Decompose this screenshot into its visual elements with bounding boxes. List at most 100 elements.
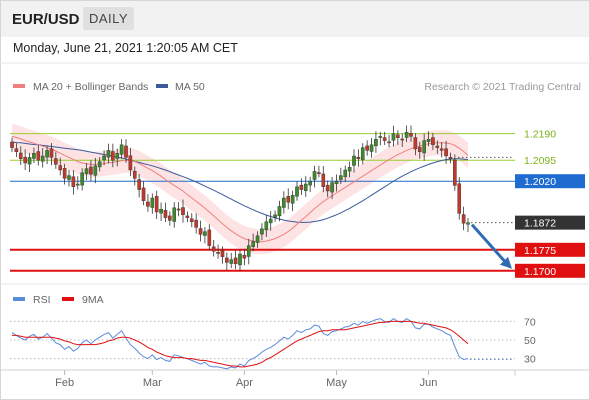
candle-body	[93, 165, 98, 176]
candle-body	[203, 231, 207, 236]
candle-body	[431, 137, 435, 146]
candlesticks	[10, 125, 470, 272]
candle-body	[334, 180, 339, 184]
bollinger-band-area	[12, 123, 468, 255]
candle-body	[216, 252, 220, 254]
candle-body	[400, 138, 405, 141]
candle-body	[119, 144, 124, 155]
candle-body	[268, 218, 273, 224]
candle-body	[365, 145, 369, 151]
candle-body	[356, 156, 361, 159]
candle-body	[264, 221, 269, 231]
candle-body	[321, 173, 326, 187]
candle-body	[453, 159, 457, 186]
candle-body	[251, 241, 255, 247]
candle-body	[325, 184, 330, 192]
candle-body	[277, 206, 282, 217]
candle-body	[198, 228, 203, 235]
top-bar: EUR/USD DAILY	[1, 1, 589, 37]
price-levels: 1.2190 1.2095 1.2020 1.1775 1.1700	[10, 129, 585, 278]
candle-body	[330, 182, 334, 193]
ma20-legend-label: MA 20 + Bollinger Bands	[33, 81, 148, 93]
candle-body	[168, 215, 172, 221]
candle-body	[132, 170, 137, 179]
candle-body	[286, 196, 291, 203]
candle-body	[225, 257, 229, 263]
rsi-line	[11, 317, 469, 370]
candle-body	[391, 133, 396, 141]
candle-body	[404, 131, 409, 138]
ma20-line	[11, 135, 469, 243]
candle-body	[58, 165, 63, 171]
candle-body	[242, 254, 247, 259]
x-tick-label: Feb	[55, 377, 74, 389]
candle-body	[282, 197, 286, 208]
candle-body	[146, 201, 150, 207]
symbol-label: EUR/USD	[12, 11, 80, 28]
ma50-legend-swatch	[156, 84, 168, 88]
rsi-panel: 70 50 30	[10, 316, 536, 370]
candle-body	[10, 141, 14, 148]
candle-body	[124, 145, 128, 158]
candle-body	[185, 215, 190, 218]
candle-body	[89, 166, 93, 175]
candle-body	[360, 147, 365, 161]
candle-body	[176, 208, 181, 211]
candle-body	[75, 183, 80, 186]
period-button[interactable]: DAILY	[83, 7, 135, 30]
candle-body	[439, 148, 444, 151]
candle-body	[352, 155, 356, 166]
candle-body	[369, 144, 374, 152]
forecast-arrow-head	[500, 256, 512, 269]
candle-body	[137, 179, 141, 190]
candle-body	[378, 136, 383, 138]
candle-body	[71, 176, 76, 188]
main-legend: MA 20 + Bollinger Bands MA 50 Research ©…	[13, 81, 581, 93]
candle-body	[461, 214, 466, 224]
level-tag-label: 1.2020	[524, 176, 556, 188]
candle-body	[181, 207, 185, 216]
candle-body	[67, 175, 71, 180]
candle-body	[141, 187, 146, 201]
rsi-tick-label: 70	[524, 316, 536, 328]
x-axis: Feb Mar Apr May Jun	[10, 369, 516, 389]
candle-body	[413, 137, 418, 150]
level-tag	[515, 174, 585, 189]
candle-body	[54, 158, 58, 165]
candle-body	[220, 250, 225, 257]
candle-body	[308, 180, 312, 186]
x-tick-label: Apr	[236, 377, 253, 389]
ma20-legend-swatch	[13, 84, 25, 88]
timestamp: Monday, June 21, 2021 1:20:05 AM CET	[13, 41, 238, 55]
candle-body	[343, 169, 348, 177]
candle-body	[255, 235, 260, 243]
candle-body	[211, 246, 216, 252]
level-label: 1.2190	[524, 129, 556, 141]
candle-body	[299, 184, 304, 190]
candle-body	[189, 218, 194, 223]
candle-body	[14, 148, 19, 153]
candle-body	[172, 207, 177, 222]
candle-body	[260, 228, 264, 235]
candle-body	[150, 197, 155, 208]
candle-body	[409, 133, 413, 137]
candle-body	[382, 137, 387, 141]
candle-body	[347, 166, 352, 172]
candle-body	[374, 138, 378, 147]
rsi-ma-legend-swatch	[62, 297, 74, 301]
candle-body	[45, 150, 49, 158]
level-tag	[515, 263, 585, 278]
level-tag-label: 1.1700	[524, 266, 556, 278]
rsi-tick-label: 50	[524, 335, 536, 347]
ma50-legend-label: MA 50	[175, 81, 205, 93]
candle-body	[84, 168, 89, 175]
candle-body	[207, 229, 212, 246]
candle-body	[233, 257, 238, 265]
candle-body	[106, 150, 111, 158]
level-label: 1.2095	[524, 155, 556, 167]
candle-body	[80, 172, 84, 186]
candle-body	[238, 253, 242, 266]
candle-body	[246, 245, 251, 257]
candle-body	[111, 151, 115, 161]
